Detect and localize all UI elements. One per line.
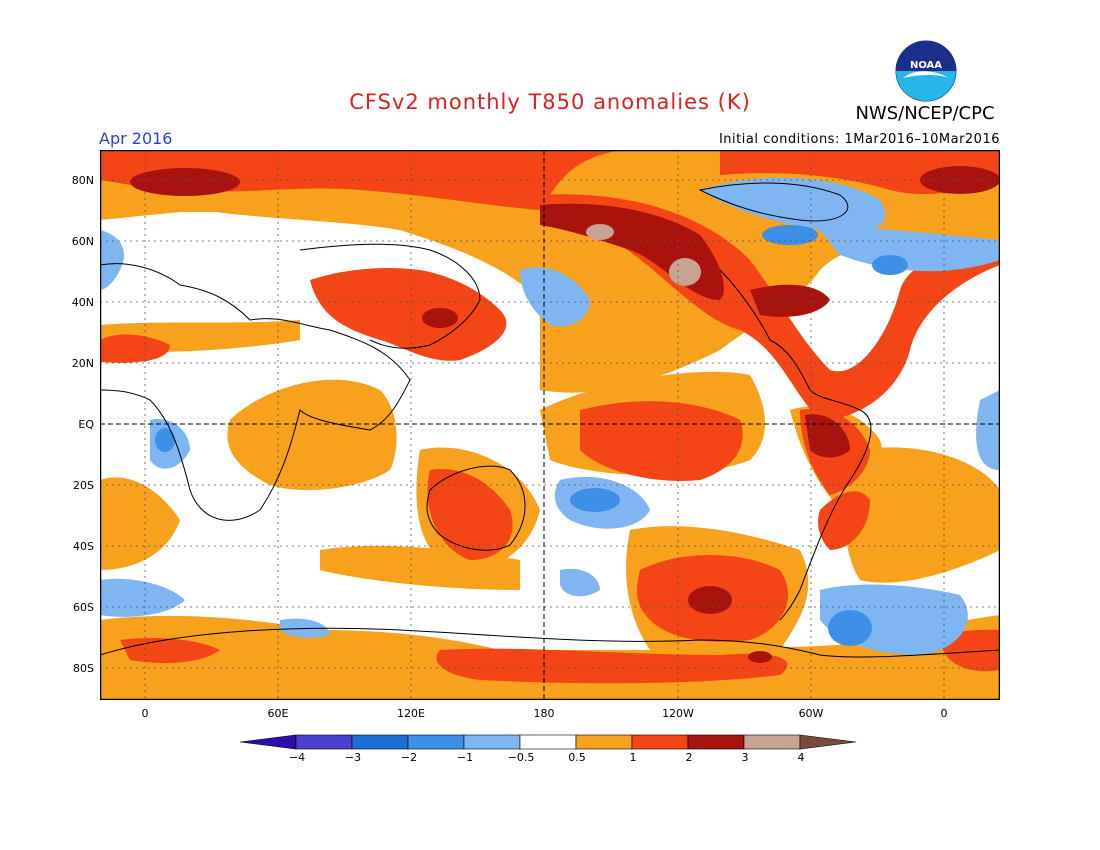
colorbar-cell (575, 734, 633, 750)
initial-conditions: Initial conditions: 1Mar2016–10Mar2016 (718, 132, 1000, 147)
anomaly-map (100, 150, 1000, 700)
lat-label-80n: 80N (71, 174, 94, 187)
colorbar-cell (351, 734, 409, 750)
warm-anomaly-extreme (586, 224, 701, 286)
lon-label-60w: 60W (798, 707, 824, 720)
colorbar-label-m2: −2 (400, 751, 418, 764)
colorbar (240, 734, 857, 750)
noaa-logo-text: NOAA (910, 60, 942, 71)
map-frame (100, 150, 1000, 700)
lat-label-60s: 60S (73, 601, 94, 614)
colorbar-cell (519, 734, 577, 750)
colorbar-cell (407, 734, 465, 750)
colorbar-label-3: 3 (741, 751, 749, 764)
colorbar-label-m4: −4 (288, 751, 306, 764)
colorbar-label-4: 4 (797, 751, 805, 764)
lat-label-eq: EQ (78, 418, 94, 431)
grid-lines (100, 150, 1000, 700)
colorbar-label-2: 2 (685, 751, 693, 764)
lat-label-40n: 40N (71, 296, 94, 309)
lat-label-20s: 20S (73, 479, 94, 492)
map-title: CFSv2 monthly T850 anomalies (K) (349, 90, 751, 114)
noaa-logo: NOAA (895, 40, 957, 102)
lon-label-60e: 60E (267, 707, 289, 720)
colorbar-label-m05: −0.5 (507, 751, 535, 764)
lat-label-80s: 80S (73, 662, 94, 675)
lat-label-60n: 60N (71, 235, 94, 248)
colorbar-cell (295, 734, 353, 750)
lat-label-40s: 40S (73, 540, 94, 553)
colorbar-cell (687, 734, 745, 750)
lat-label-20n: 20N (71, 357, 94, 370)
colorbar-label-05: 0.5 (568, 751, 586, 764)
colorbar-label-m3: −3 (344, 751, 362, 764)
lon-label-120e: 120E (397, 707, 425, 720)
lon-label-180: 180 (533, 707, 555, 720)
lon-label-0-east: 0 (940, 707, 948, 720)
lon-label-120w: 120W (662, 707, 694, 720)
lon-label-0: 0 (141, 707, 149, 720)
cool-anomaly-moderate (155, 225, 908, 646)
organization-label: NWS/NCEP/CPC (855, 103, 995, 124)
valid-month: Apr 2016 (99, 129, 173, 148)
colorbar-arrow-high (799, 734, 857, 750)
colorbar-label-m1: −1 (456, 751, 474, 764)
colorbar-arrow-low (240, 734, 297, 750)
colorbar-cell (463, 734, 521, 750)
colorbar-cell (631, 734, 689, 750)
coastlines (100, 182, 1000, 658)
colorbar-cell (743, 734, 801, 750)
colorbar-label-1: 1 (629, 751, 637, 764)
equator-dateline (100, 150, 1000, 700)
